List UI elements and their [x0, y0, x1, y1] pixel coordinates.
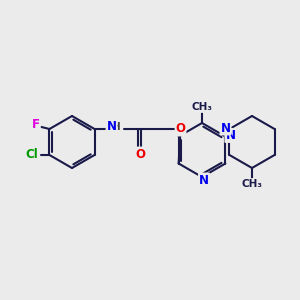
Text: F: F	[32, 118, 40, 131]
Text: O: O	[136, 148, 146, 160]
Text: Cl: Cl	[25, 148, 38, 161]
Text: CH₃: CH₃	[191, 102, 212, 112]
Text: N: N	[225, 129, 236, 142]
Text: N: N	[199, 173, 209, 187]
Text: N: N	[220, 122, 230, 134]
Text: CH₃: CH₃	[242, 179, 262, 189]
Text: O: O	[176, 122, 185, 136]
Text: N: N	[106, 121, 116, 134]
Text: H: H	[112, 122, 121, 132]
